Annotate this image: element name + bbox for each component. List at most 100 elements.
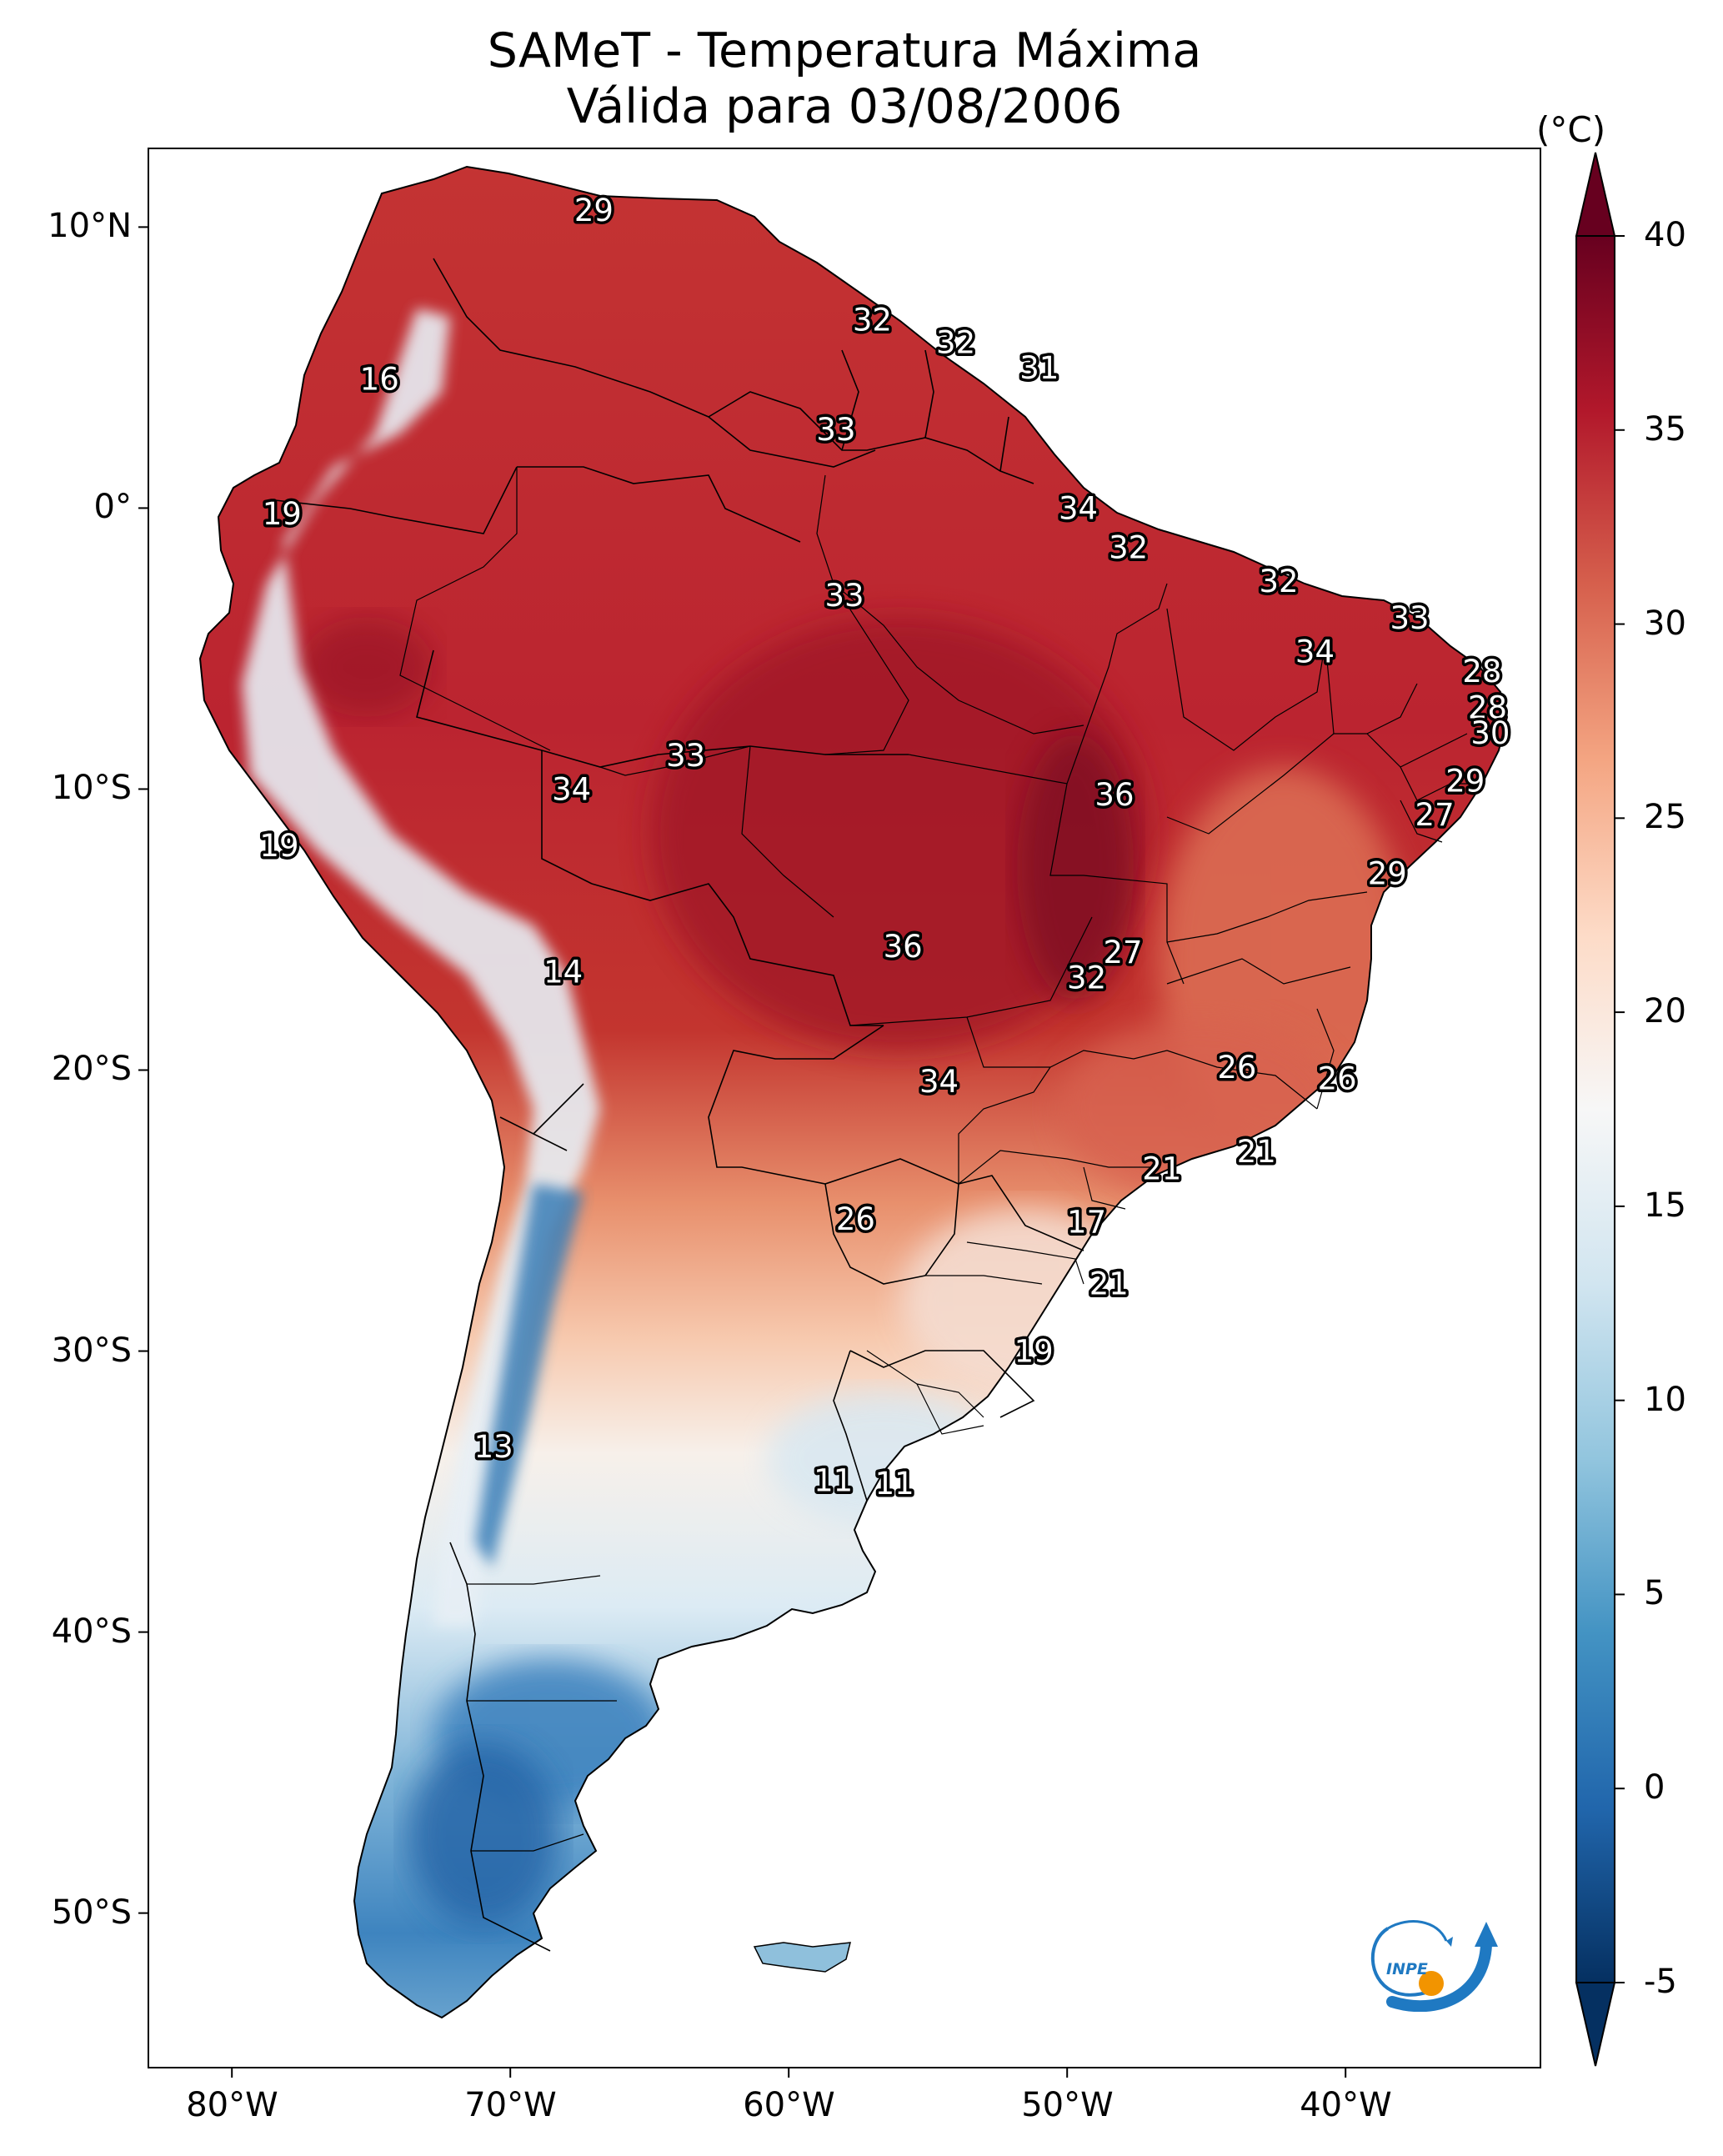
station-value-halo: 31 <box>1019 350 1059 386</box>
station-value-halo: 33 <box>666 738 705 774</box>
colorbar-unit: (°C) <box>1536 109 1606 150</box>
station-value-halo: 13 <box>474 1429 513 1465</box>
station-value-halo: 27 <box>1415 797 1455 833</box>
station-value-halo: 19 <box>1014 1334 1054 1370</box>
station-value-halo: 16 <box>360 361 399 397</box>
lat-tick-label: 0° <box>93 488 132 527</box>
station-value-halo: 34 <box>1059 490 1098 526</box>
station-value-text: 26 <box>836 1201 875 1237</box>
station-value-text: 33 <box>824 578 864 614</box>
station-value-halo: 27 <box>1103 935 1142 970</box>
colorbar-tick-label: -5 <box>1644 1963 1677 2001</box>
station-value-text: 19 <box>1014 1334 1054 1370</box>
colorbar-gradient <box>1575 235 1615 1983</box>
station-value-halo: 21 <box>1089 1266 1129 1302</box>
station-value-halo: 29 <box>1368 856 1407 892</box>
station-value-text: 31 <box>1019 350 1059 386</box>
colorbar-tick-label: 10 <box>1644 1380 1686 1419</box>
station-value-halo: 11 <box>875 1466 914 1502</box>
station-value-text: 11 <box>875 1466 914 1502</box>
station-value-halo: 26 <box>1318 1061 1357 1097</box>
station-value-text: 28 <box>1462 654 1501 689</box>
station-value-halo: 33 <box>1390 600 1429 636</box>
colorbar <box>1575 152 1625 2067</box>
lon-tick-label: 40°W <box>1300 2086 1392 2124</box>
station-value-halo: 32 <box>1109 530 1148 566</box>
station-value-halo: 14 <box>543 955 583 990</box>
station-value-text: 34 <box>1295 634 1335 669</box>
station-value-halo: 34 <box>919 1064 959 1100</box>
falkland-islands <box>753 1942 851 1973</box>
station-value-text: 32 <box>1067 960 1106 995</box>
station-value-halo: 32 <box>936 325 975 361</box>
station-value-text: 21 <box>1237 1134 1276 1170</box>
station-value-text: 26 <box>1217 1050 1256 1086</box>
station-value-text: 27 <box>1103 935 1142 970</box>
station-value-text: 11 <box>814 1463 853 1499</box>
station-value-text: 33 <box>1390 600 1429 636</box>
station-value-halo: 28 <box>1462 654 1501 689</box>
station-value-halo: 29 <box>574 193 614 228</box>
inpe-logo: INPE <box>1370 1920 1498 2012</box>
lat-tick-label: 10°S <box>51 769 132 808</box>
station-value-halo: 21 <box>1142 1151 1181 1186</box>
station-value-text: 34 <box>552 771 591 807</box>
station-value-halo: 32 <box>1067 960 1106 995</box>
state-borders <box>399 467 1475 1285</box>
station-value-text: 33 <box>816 412 855 448</box>
lat-tick-label: 10°N <box>48 207 132 246</box>
station-value-text: 21 <box>1089 1266 1129 1302</box>
station-value-text: 29 <box>1445 763 1485 799</box>
station-value-halo: 36 <box>1094 777 1134 813</box>
station-value-text: 34 <box>919 1064 959 1100</box>
station-value-halo: 33 <box>824 578 864 614</box>
lat-tick-label: 50°S <box>51 1893 132 1932</box>
colorbar-tick-label: 30 <box>1644 604 1686 643</box>
station-value-text: 29 <box>574 193 614 228</box>
station-value-text: 13 <box>474 1429 513 1465</box>
lat-tick-label: 20°S <box>51 1050 132 1089</box>
station-value-halo: 34 <box>552 771 591 807</box>
station-value-text: 32 <box>1259 564 1298 599</box>
lon-tick-label: 60°W <box>743 2086 835 2124</box>
station-value-halo: 17 <box>1067 1205 1106 1241</box>
province-borders <box>467 1350 984 1852</box>
map-frame <box>148 148 1541 2068</box>
axis-ticks <box>138 226 1347 2078</box>
station-value-text: 19 <box>263 496 302 532</box>
colorbar-upper-extend <box>1575 152 1616 237</box>
station-value-halo: 36 <box>884 929 923 965</box>
station-value-halo: 11 <box>814 1463 853 1499</box>
colorbar-tick-label: 20 <box>1644 992 1686 1031</box>
lon-tick-label: 50°W <box>1021 2086 1114 2124</box>
station-value-halo: 19 <box>259 828 298 864</box>
map-title-line2: Válida para 03/08/2006 <box>566 79 1123 134</box>
station-value-halo: 26 <box>836 1201 875 1237</box>
station-value-text: 28 <box>1468 690 1507 726</box>
colorbar-tick-label: 5 <box>1644 1574 1665 1613</box>
